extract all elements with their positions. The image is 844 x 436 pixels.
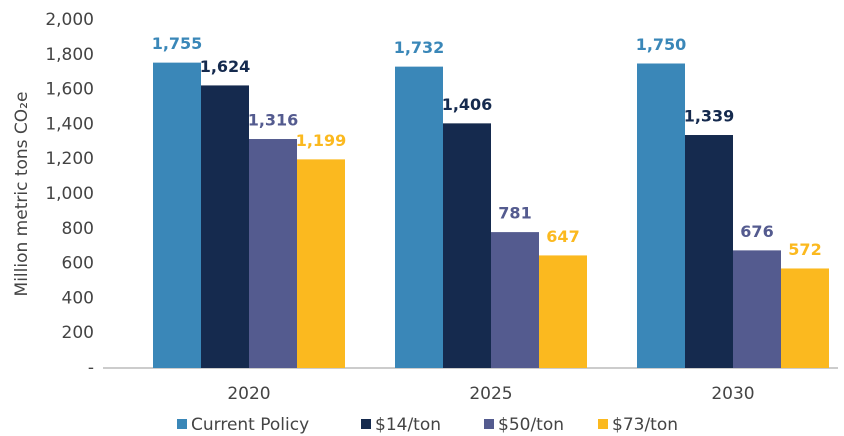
y-tick-label: - (88, 358, 94, 378)
y-axis-label: Million metric tons CO₂e (12, 92, 32, 297)
legend-swatch (177, 419, 187, 429)
value-label: 1,339 (684, 107, 735, 126)
bar (395, 66, 443, 368)
legend-label: Current Policy (191, 415, 309, 435)
value-label: 1,732 (394, 38, 445, 57)
legend-label: $14/ton (375, 415, 441, 435)
y-tick-label: 800 (62, 219, 94, 239)
y-tick-label: 600 (62, 254, 94, 274)
value-label: 1,316 (248, 111, 299, 130)
bar (637, 63, 685, 368)
bar (491, 232, 539, 368)
y-tick-label: 1,400 (45, 114, 94, 134)
x-tick-label: 2030 (711, 384, 754, 404)
y-tick-label: 1,000 (45, 184, 94, 204)
bar (733, 250, 781, 368)
bar (539, 255, 587, 368)
bar (781, 268, 829, 368)
legend-swatch (361, 419, 371, 429)
y-tick-label: 1,200 (45, 149, 94, 169)
value-label: 1,199 (296, 131, 347, 150)
bar (249, 139, 297, 368)
value-label: 647 (546, 227, 579, 246)
legend-swatch (598, 419, 608, 429)
value-label: 1,406 (442, 95, 493, 114)
bar (443, 123, 491, 368)
y-tick-label: 1,800 (45, 45, 94, 65)
y-tick-label: 200 (62, 323, 94, 343)
value-label: 572 (788, 240, 821, 259)
bar (201, 85, 249, 368)
value-label: 1,755 (152, 34, 203, 53)
bar (153, 62, 201, 368)
x-tick-label: 2020 (227, 384, 270, 404)
legend-label: $73/ton (612, 415, 678, 435)
x-tick-label: 2025 (469, 384, 512, 404)
value-label: 781 (498, 204, 531, 223)
legend-swatch (484, 419, 494, 429)
y-tick-label: 1,600 (45, 80, 94, 100)
legend-label: $50/ton (498, 415, 564, 435)
bar (685, 135, 733, 368)
value-label: 1,750 (636, 35, 687, 54)
bar (297, 159, 345, 368)
y-tick-label: 400 (62, 288, 94, 308)
value-label: 1,624 (200, 57, 251, 76)
y-tick-label: 2,000 (45, 10, 94, 30)
value-label: 676 (740, 222, 773, 241)
